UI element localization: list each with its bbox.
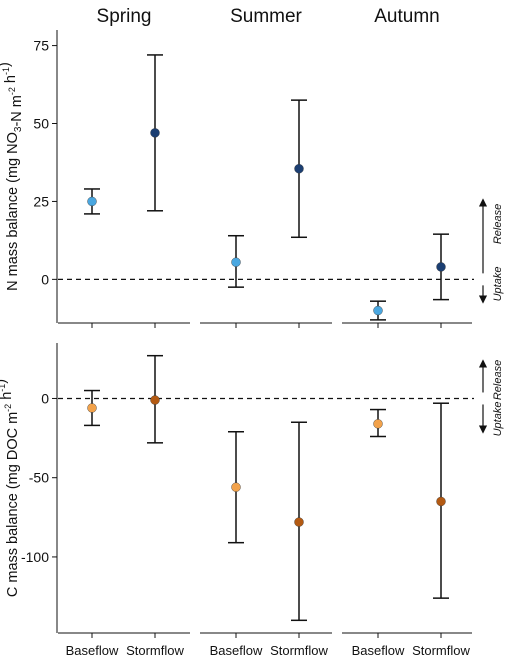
y-axis-label-part: )	[0, 62, 13, 67]
y-axis-label-part: N mass balance (mg NO	[5, 132, 21, 291]
y-axis-label-part: -1	[1, 67, 11, 75]
y-axis-label-part: h	[0, 392, 15, 404]
uptake-label: Uptake	[492, 402, 504, 437]
x-category-label-autumn-baseflow: Baseflow	[352, 643, 405, 658]
y-axis-label-part: )	[0, 379, 9, 384]
data-point-autumn-baseflow	[373, 419, 383, 429]
y-axis-label-part: C mass balance (mg DOC m	[5, 412, 21, 597]
panel-c: -100 -50 0 C mass balance (mg DOC m-2 h-1) R…	[0, 343, 504, 638]
data-point-autumn-stormflow	[436, 262, 446, 272]
x-category-label-summer-baseflow: Baseflow	[210, 643, 263, 658]
release-label: Release	[492, 360, 504, 400]
x-category-label-autumn-stormflow: Stormflow	[412, 643, 470, 658]
data-point-spring-stormflow	[150, 128, 160, 138]
y-tick-label: 0	[41, 271, 49, 287]
y-axis-label-part: -2	[7, 87, 17, 95]
x-category-label-spring-baseflow: Baseflow	[66, 643, 119, 658]
y-axis-label-c: C mass balance (mg DOC m-2 h-1)	[0, 379, 21, 597]
y-tick-label: -100	[21, 549, 49, 565]
data-point-summer-stormflow	[294, 517, 304, 527]
y-axis-label-n: N mass balance (mg NO3-N m-2 h-1)	[0, 62, 25, 291]
data-point-summer-baseflow	[231, 257, 241, 267]
y-tick-label: 25	[33, 193, 49, 209]
y-tick-label: -50	[29, 470, 49, 486]
data-point-spring-stormflow	[150, 395, 160, 405]
y-tick-label: 50	[33, 116, 49, 132]
data-point-spring-baseflow	[87, 403, 97, 413]
x-category-label-spring-stormflow: Stormflow	[126, 643, 184, 658]
panel-n: 0 25 50 75 N mass balance (mg NO3-N m-2 h-1)…	[0, 30, 504, 328]
x-category-label-summer-stormflow: Stormflow	[270, 643, 328, 658]
release-label: Release	[492, 204, 504, 244]
y-axis-label-part: -2	[3, 404, 13, 412]
y-tick-label: 75	[33, 38, 49, 54]
data-point-autumn-stormflow	[436, 496, 446, 507]
data-point-autumn-baseflow	[373, 305, 383, 316]
season-title-summer: Summer	[230, 6, 302, 27]
y-axis-label-part: -N m	[9, 95, 25, 126]
season-title-autumn: Autumn	[374, 6, 439, 27]
data-point-summer-baseflow	[231, 482, 241, 492]
season-title-spring: Spring	[97, 6, 152, 27]
y-axis-label-part: h	[3, 75, 19, 87]
y-axis-label-part: 3	[13, 126, 24, 132]
data-point-summer-stormflow	[294, 164, 304, 174]
y-tick-label: 0	[41, 390, 49, 406]
data-point-spring-baseflow	[87, 196, 97, 207]
uptake-label: Uptake	[492, 267, 504, 302]
y-axis-label-part: -1	[0, 384, 7, 392]
